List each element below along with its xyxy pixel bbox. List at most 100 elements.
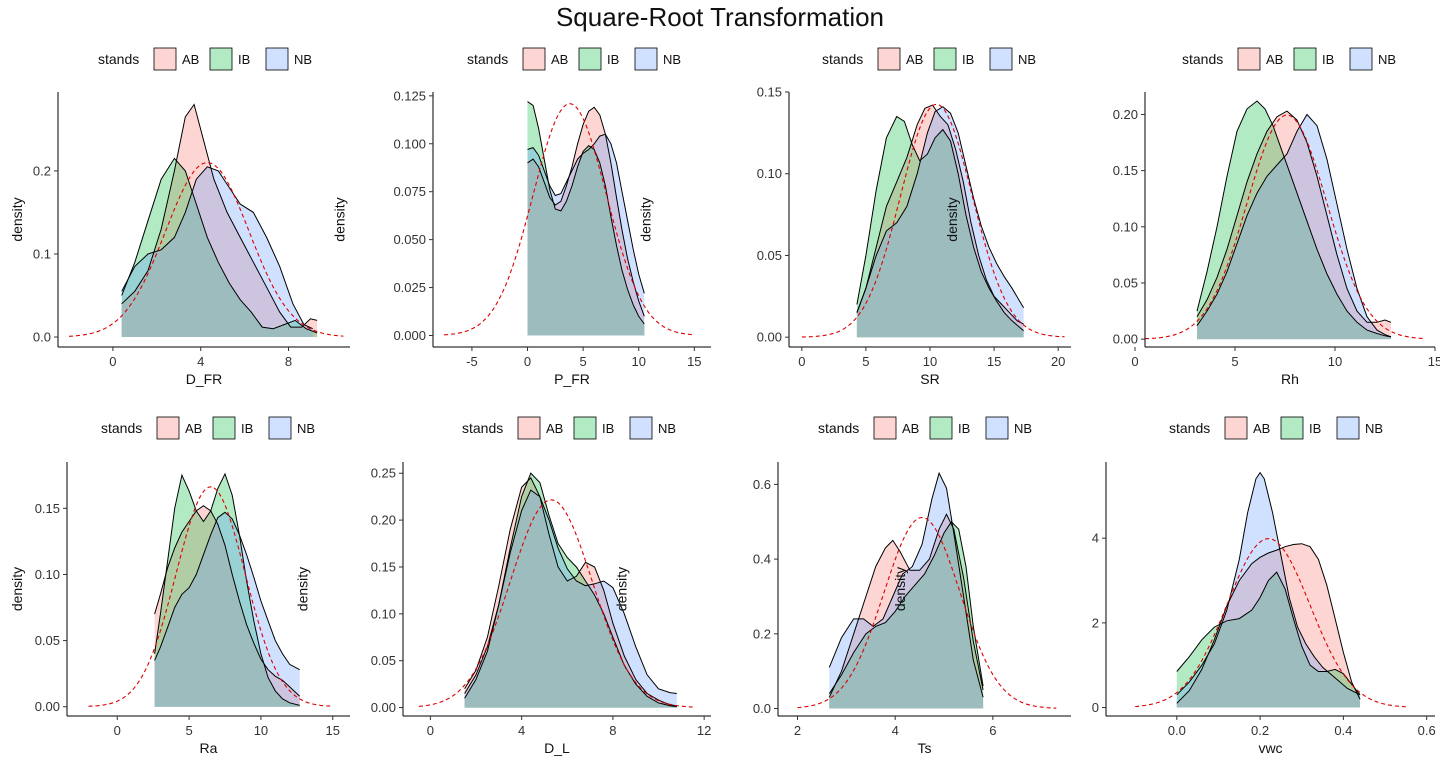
density-line-nb [1196, 113, 1392, 338]
y-tick-label: 0.15 [35, 501, 60, 516]
density-line-ab [1176, 543, 1361, 704]
density-line-ib [1176, 571, 1361, 696]
legend-label-ab: AB [1266, 52, 1283, 67]
y-tick-label: 0.6 [753, 477, 771, 492]
y-tick-label: 0.075 [393, 184, 426, 199]
x-tick-label: 6 [989, 723, 996, 738]
legend: stands AB IB NB [101, 416, 315, 440]
y-tick-label: 0.4 [753, 552, 771, 567]
x-tick-label: 0 [427, 723, 434, 738]
legend-key-nb [634, 47, 658, 71]
legend-label-ib: IB [958, 421, 970, 436]
x-tick-label: -5 [466, 354, 478, 369]
legend-label-nb: NB [1378, 52, 1396, 67]
x-tick-label: 4 [197, 354, 204, 369]
x-axis-title: Ts [918, 740, 932, 756]
x-tick-label: 8 [609, 723, 616, 738]
x-tick-label: 10 [254, 723, 268, 738]
panel-d_fr: 0 4 8 0.0 0.1 0.2 D_FR density stands AB IB NB [9, 47, 350, 387]
legend-key-nb [985, 416, 1009, 440]
legend-key-ab [153, 47, 177, 71]
x-tick-label: 15 [1428, 354, 1440, 369]
legend-key-nb [629, 416, 653, 440]
plot-area [797, 471, 1057, 709]
density-line-nb [828, 471, 984, 698]
plot-area [1135, 471, 1406, 708]
y-tick-label: 2 [1092, 615, 1099, 630]
density-line-ib [154, 472, 300, 706]
legend-label-ib: IB [602, 421, 614, 436]
legend-key-nb [1336, 416, 1360, 440]
x-tick-label: 15 [326, 723, 340, 738]
legend-label-nb: NB [658, 421, 676, 436]
y-axis-title: density [332, 197, 348, 241]
legend-label-ib: IB [241, 421, 253, 436]
legend-label-nb: NB [663, 52, 681, 67]
panel-sr: 0 5 10 15 20 0.00 0.05 0.10 0.15 SR density stands A… [638, 47, 1071, 387]
x-axis-title: Ra [200, 740, 218, 756]
overlap-area [829, 523, 984, 709]
legend-key-ab [156, 416, 180, 440]
legend: stands AB IB NB [818, 416, 1032, 440]
normal-curve [418, 499, 693, 708]
y-tick-label: 0.10 [371, 606, 396, 621]
x-tick-label: 2 [794, 723, 801, 738]
legend-label-ab: AB [1253, 421, 1270, 436]
y-tick-label: 0.050 [393, 232, 426, 247]
y-tick-label: 0.10 [757, 166, 782, 181]
legend-key-ib [209, 47, 233, 71]
x-tick-label: 5 [580, 354, 587, 369]
overlap-area [527, 147, 645, 336]
density-line-nb [464, 489, 677, 694]
panel-rh: 0 5 10 15 0.00 0.05 0.10 0.15 0.20 Rh density stand… [944, 47, 1440, 387]
y-tick-label: 0.2 [753, 626, 771, 641]
y-axis-title: density [295, 567, 311, 611]
x-axis-title: P_FR [554, 371, 590, 387]
legend-label-ib: IB [238, 52, 250, 67]
legend-label-nb: NB [1365, 421, 1383, 436]
legend-title: stands [101, 420, 142, 436]
density-line-nb [527, 133, 645, 294]
y-tick-label: 0.025 [393, 280, 426, 295]
y-tick-label: 0 [1092, 700, 1099, 715]
plot-area [801, 103, 1065, 338]
legend: stands AB IB NB [98, 47, 312, 71]
y-tick-label: 0.05 [371, 653, 396, 668]
legend-title: stands [98, 51, 139, 67]
y-tick-label: 0.000 [393, 328, 426, 343]
legend-label-nb: NB [297, 421, 315, 436]
y-tick-label: 0.15 [757, 85, 782, 100]
x-tick-label: 0.4 [1334, 723, 1352, 738]
density-line-ib [856, 115, 1024, 332]
x-tick-label: 0 [798, 354, 805, 369]
plot-area [1145, 100, 1426, 340]
x-tick-label: 8 [285, 354, 292, 369]
legend-key-ab [1224, 416, 1248, 440]
normal-curve [444, 103, 695, 336]
legend-title: stands [467, 51, 508, 67]
x-tick-label: 10 [1328, 354, 1342, 369]
legend-label-ib: IB [1322, 52, 1334, 67]
legend-label-nb: NB [1014, 421, 1032, 436]
x-tick-label: 5 [862, 354, 869, 369]
legend: stands AB IB NB [467, 47, 681, 71]
x-axis-title: vwc [1258, 740, 1282, 756]
overlap-area [121, 193, 313, 337]
legend-key-ab [873, 416, 897, 440]
y-tick-label: 0.05 [35, 633, 60, 648]
x-tick-label: 4 [518, 723, 525, 738]
legend: stands AB IB NB [462, 416, 676, 440]
y-tick-label: 0.0 [33, 330, 51, 345]
density-line-ib [121, 157, 318, 334]
y-tick-label: 0.15 [371, 559, 396, 574]
y-tick-label: 0.1 [33, 246, 51, 261]
legend-label-ab: AB [182, 52, 199, 67]
x-tick-label: 0.2 [1251, 723, 1269, 738]
legend-label-nb: NB [1018, 52, 1036, 67]
overlap-area [856, 129, 1024, 338]
panel-vwc: 0.0 0.2 0.4 0.6 0 2 4 vwc density stands AB IB NB [892, 416, 1436, 756]
y-tick-label: 0.15 [1113, 163, 1138, 178]
legend-key-ab [877, 47, 901, 71]
plot-area [68, 103, 344, 337]
